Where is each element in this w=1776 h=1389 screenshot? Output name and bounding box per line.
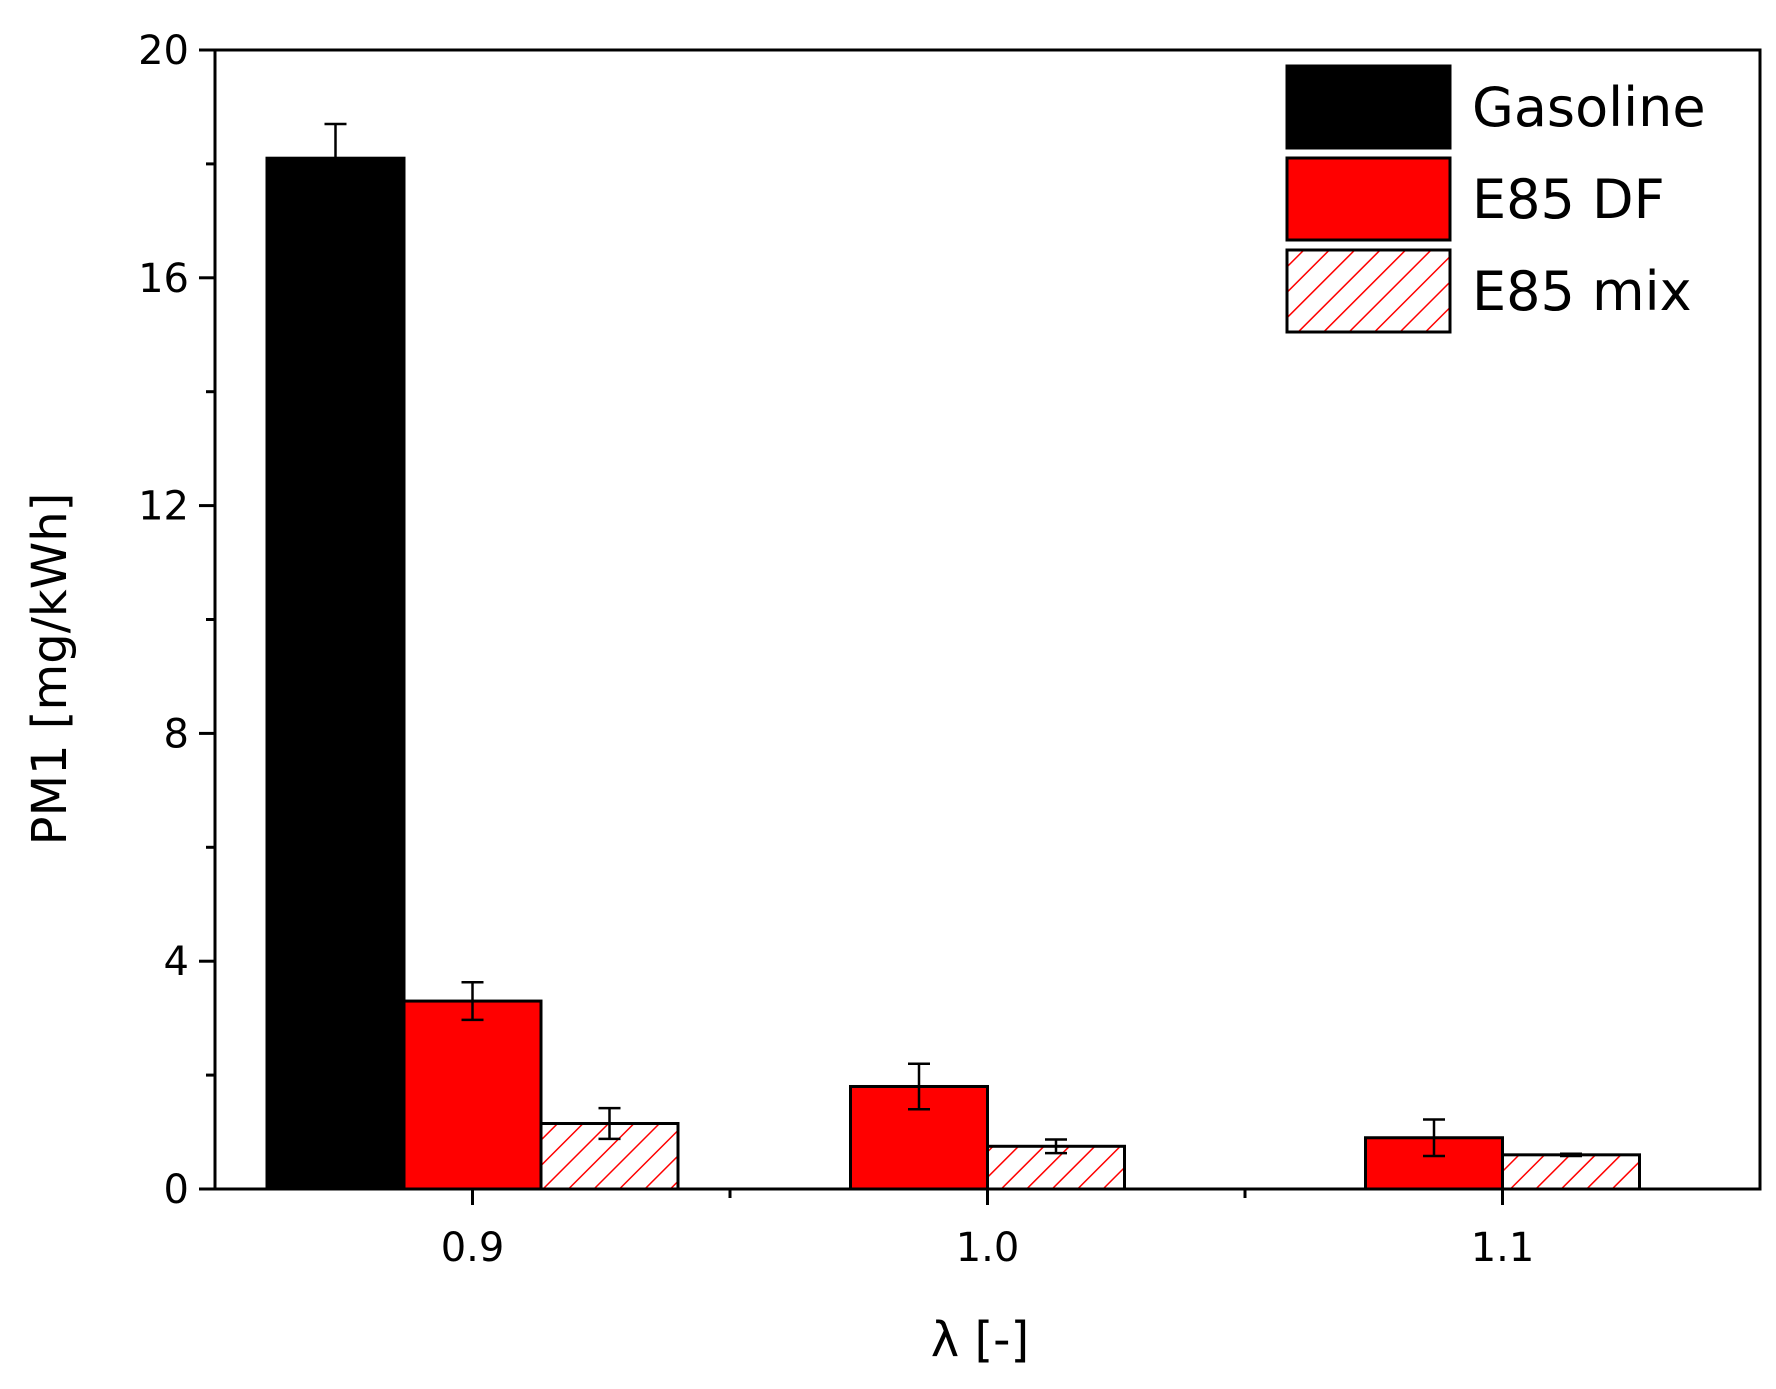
x-axis-title: λ [-] <box>931 1312 1029 1368</box>
y-tick-label: 4 <box>164 939 189 985</box>
x-tick-label: 1.1 <box>1471 1225 1535 1271</box>
y-axis-title: PM1 [mg/kWh] <box>22 493 78 846</box>
legend-label: E85 DF <box>1472 168 1665 231</box>
y-tick-label: 20 <box>138 28 189 74</box>
x-axis: 0.9 1.0 1.1 <box>441 1189 1535 1271</box>
y-tick-label: 8 <box>164 711 189 757</box>
bar-e85-mix-1.1 <box>1501 1153 1641 1191</box>
bars <box>265 156 1641 1191</box>
bar-e85-df-0.9 <box>402 999 543 1191</box>
y-tick-label: 16 <box>138 256 189 302</box>
legend-swatch-gasoline <box>1285 64 1452 150</box>
legend-label: Gasoline <box>1472 76 1706 139</box>
legend: Gasoline E85 DF E85 mix <box>1285 64 1706 334</box>
y-axis: 0 4 8 12 16 20 <box>138 28 215 1213</box>
x-tick-label: 1.0 <box>956 1225 1020 1271</box>
x-tick-label: 0.9 <box>441 1225 505 1271</box>
error-bars <box>324 122 1582 1158</box>
bar-e85-mix-1.0 <box>986 1144 1126 1191</box>
y-tick-label: 0 <box>164 1167 189 1213</box>
legend-label: E85 mix <box>1472 260 1692 323</box>
legend-swatch-e85-mix <box>1285 248 1452 334</box>
y-tick-label: 12 <box>138 484 189 530</box>
bar-gasoline-0.9 <box>265 156 406 1191</box>
legend-swatch-e85-df <box>1285 156 1452 242</box>
